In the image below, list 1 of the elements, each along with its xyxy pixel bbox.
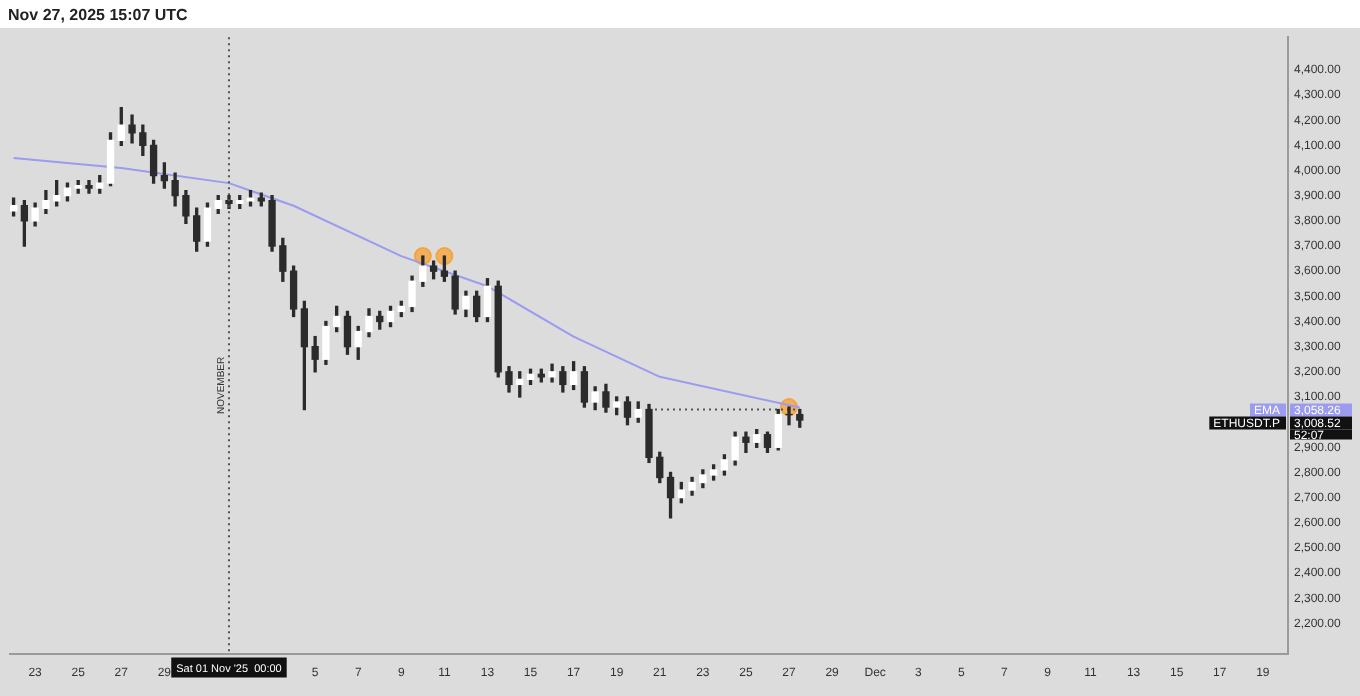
chart-title: Nov 27, 2025 15:07 UTC: [8, 6, 189, 25]
